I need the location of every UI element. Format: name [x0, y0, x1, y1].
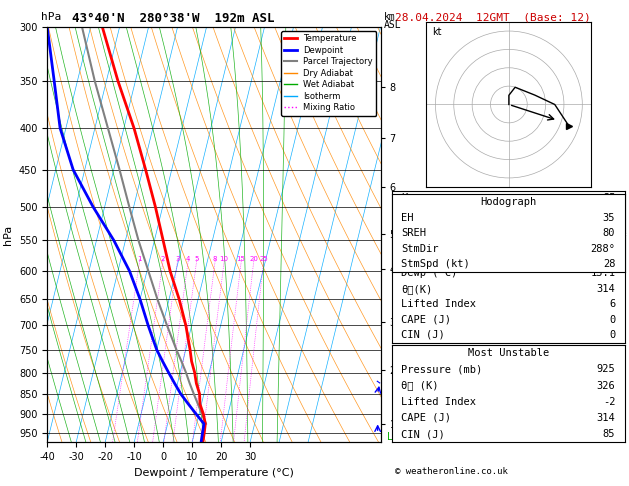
Legend: Temperature, Dewpoint, Parcel Trajectory, Dry Adiabat, Wet Adiabat, Isotherm, Mi: Temperature, Dewpoint, Parcel Trajectory… — [281, 31, 376, 116]
Text: 4: 4 — [186, 256, 190, 262]
Text: 15: 15 — [237, 256, 245, 262]
Text: 2: 2 — [160, 256, 165, 262]
Text: 48: 48 — [603, 207, 615, 217]
Text: 8: 8 — [213, 256, 217, 262]
Text: 3: 3 — [175, 256, 180, 262]
Text: 2.7: 2.7 — [596, 221, 615, 231]
Text: Lifted Index: Lifted Index — [401, 299, 476, 309]
Text: 85: 85 — [603, 429, 615, 439]
Text: hPa: hPa — [41, 12, 61, 22]
Text: Most Unstable: Most Unstable — [467, 348, 549, 358]
Text: kt: kt — [431, 27, 442, 37]
Text: 35: 35 — [603, 213, 615, 223]
Text: CAPE (J): CAPE (J) — [401, 314, 451, 325]
Text: StmDir: StmDir — [401, 244, 438, 254]
Text: Totals Totals: Totals Totals — [401, 207, 482, 217]
Text: CAPE (J): CAPE (J) — [401, 413, 451, 423]
Text: StmSpd (kt): StmSpd (kt) — [401, 260, 470, 269]
Text: km: km — [384, 12, 396, 22]
Text: ASL: ASL — [384, 20, 401, 31]
Text: LCL: LCL — [387, 432, 405, 442]
Y-axis label: hPa: hPa — [3, 225, 13, 244]
Text: Surface: Surface — [486, 238, 530, 247]
Text: CIN (J): CIN (J) — [401, 429, 445, 439]
Text: θᴇ (K): θᴇ (K) — [401, 381, 438, 391]
Text: CIN (J): CIN (J) — [401, 330, 445, 340]
Text: 28: 28 — [603, 260, 615, 269]
Text: 13.7: 13.7 — [590, 253, 615, 263]
Text: 314: 314 — [596, 284, 615, 294]
Text: 6: 6 — [609, 299, 615, 309]
Text: SREH: SREH — [401, 228, 426, 238]
Text: 0: 0 — [609, 330, 615, 340]
Text: 25: 25 — [603, 192, 615, 203]
Text: 28.04.2024  12GMT  (Base: 12): 28.04.2024 12GMT (Base: 12) — [395, 12, 591, 22]
Text: -2: -2 — [603, 397, 615, 407]
Text: θᴇ(K): θᴇ(K) — [401, 284, 432, 294]
Text: Hodograph: Hodograph — [480, 197, 537, 207]
X-axis label: Dewpoint / Temperature (°C): Dewpoint / Temperature (°C) — [134, 468, 294, 478]
Text: 13.1: 13.1 — [590, 268, 615, 278]
Text: 0: 0 — [609, 314, 615, 325]
Text: 20: 20 — [249, 256, 258, 262]
Text: Pressure (mb): Pressure (mb) — [401, 364, 482, 374]
Text: 25: 25 — [259, 256, 268, 262]
Text: 80: 80 — [603, 228, 615, 238]
Text: Temp (°C): Temp (°C) — [401, 253, 457, 263]
Text: 314: 314 — [596, 413, 615, 423]
Text: 925: 925 — [596, 364, 615, 374]
Text: 288°: 288° — [590, 244, 615, 254]
Text: PW (cm): PW (cm) — [401, 221, 445, 231]
Text: Dewp (°C): Dewp (°C) — [401, 268, 457, 278]
Text: 10: 10 — [220, 256, 228, 262]
Text: 1: 1 — [137, 256, 142, 262]
Text: EH: EH — [401, 213, 414, 223]
Text: 5: 5 — [194, 256, 199, 262]
Text: 43°40'N  280°38'W  192m ASL: 43°40'N 280°38'W 192m ASL — [72, 12, 275, 25]
Text: Lifted Index: Lifted Index — [401, 397, 476, 407]
Text: K: K — [401, 192, 408, 203]
Text: © weatheronline.co.uk: © weatheronline.co.uk — [395, 467, 508, 476]
Text: 326: 326 — [596, 381, 615, 391]
